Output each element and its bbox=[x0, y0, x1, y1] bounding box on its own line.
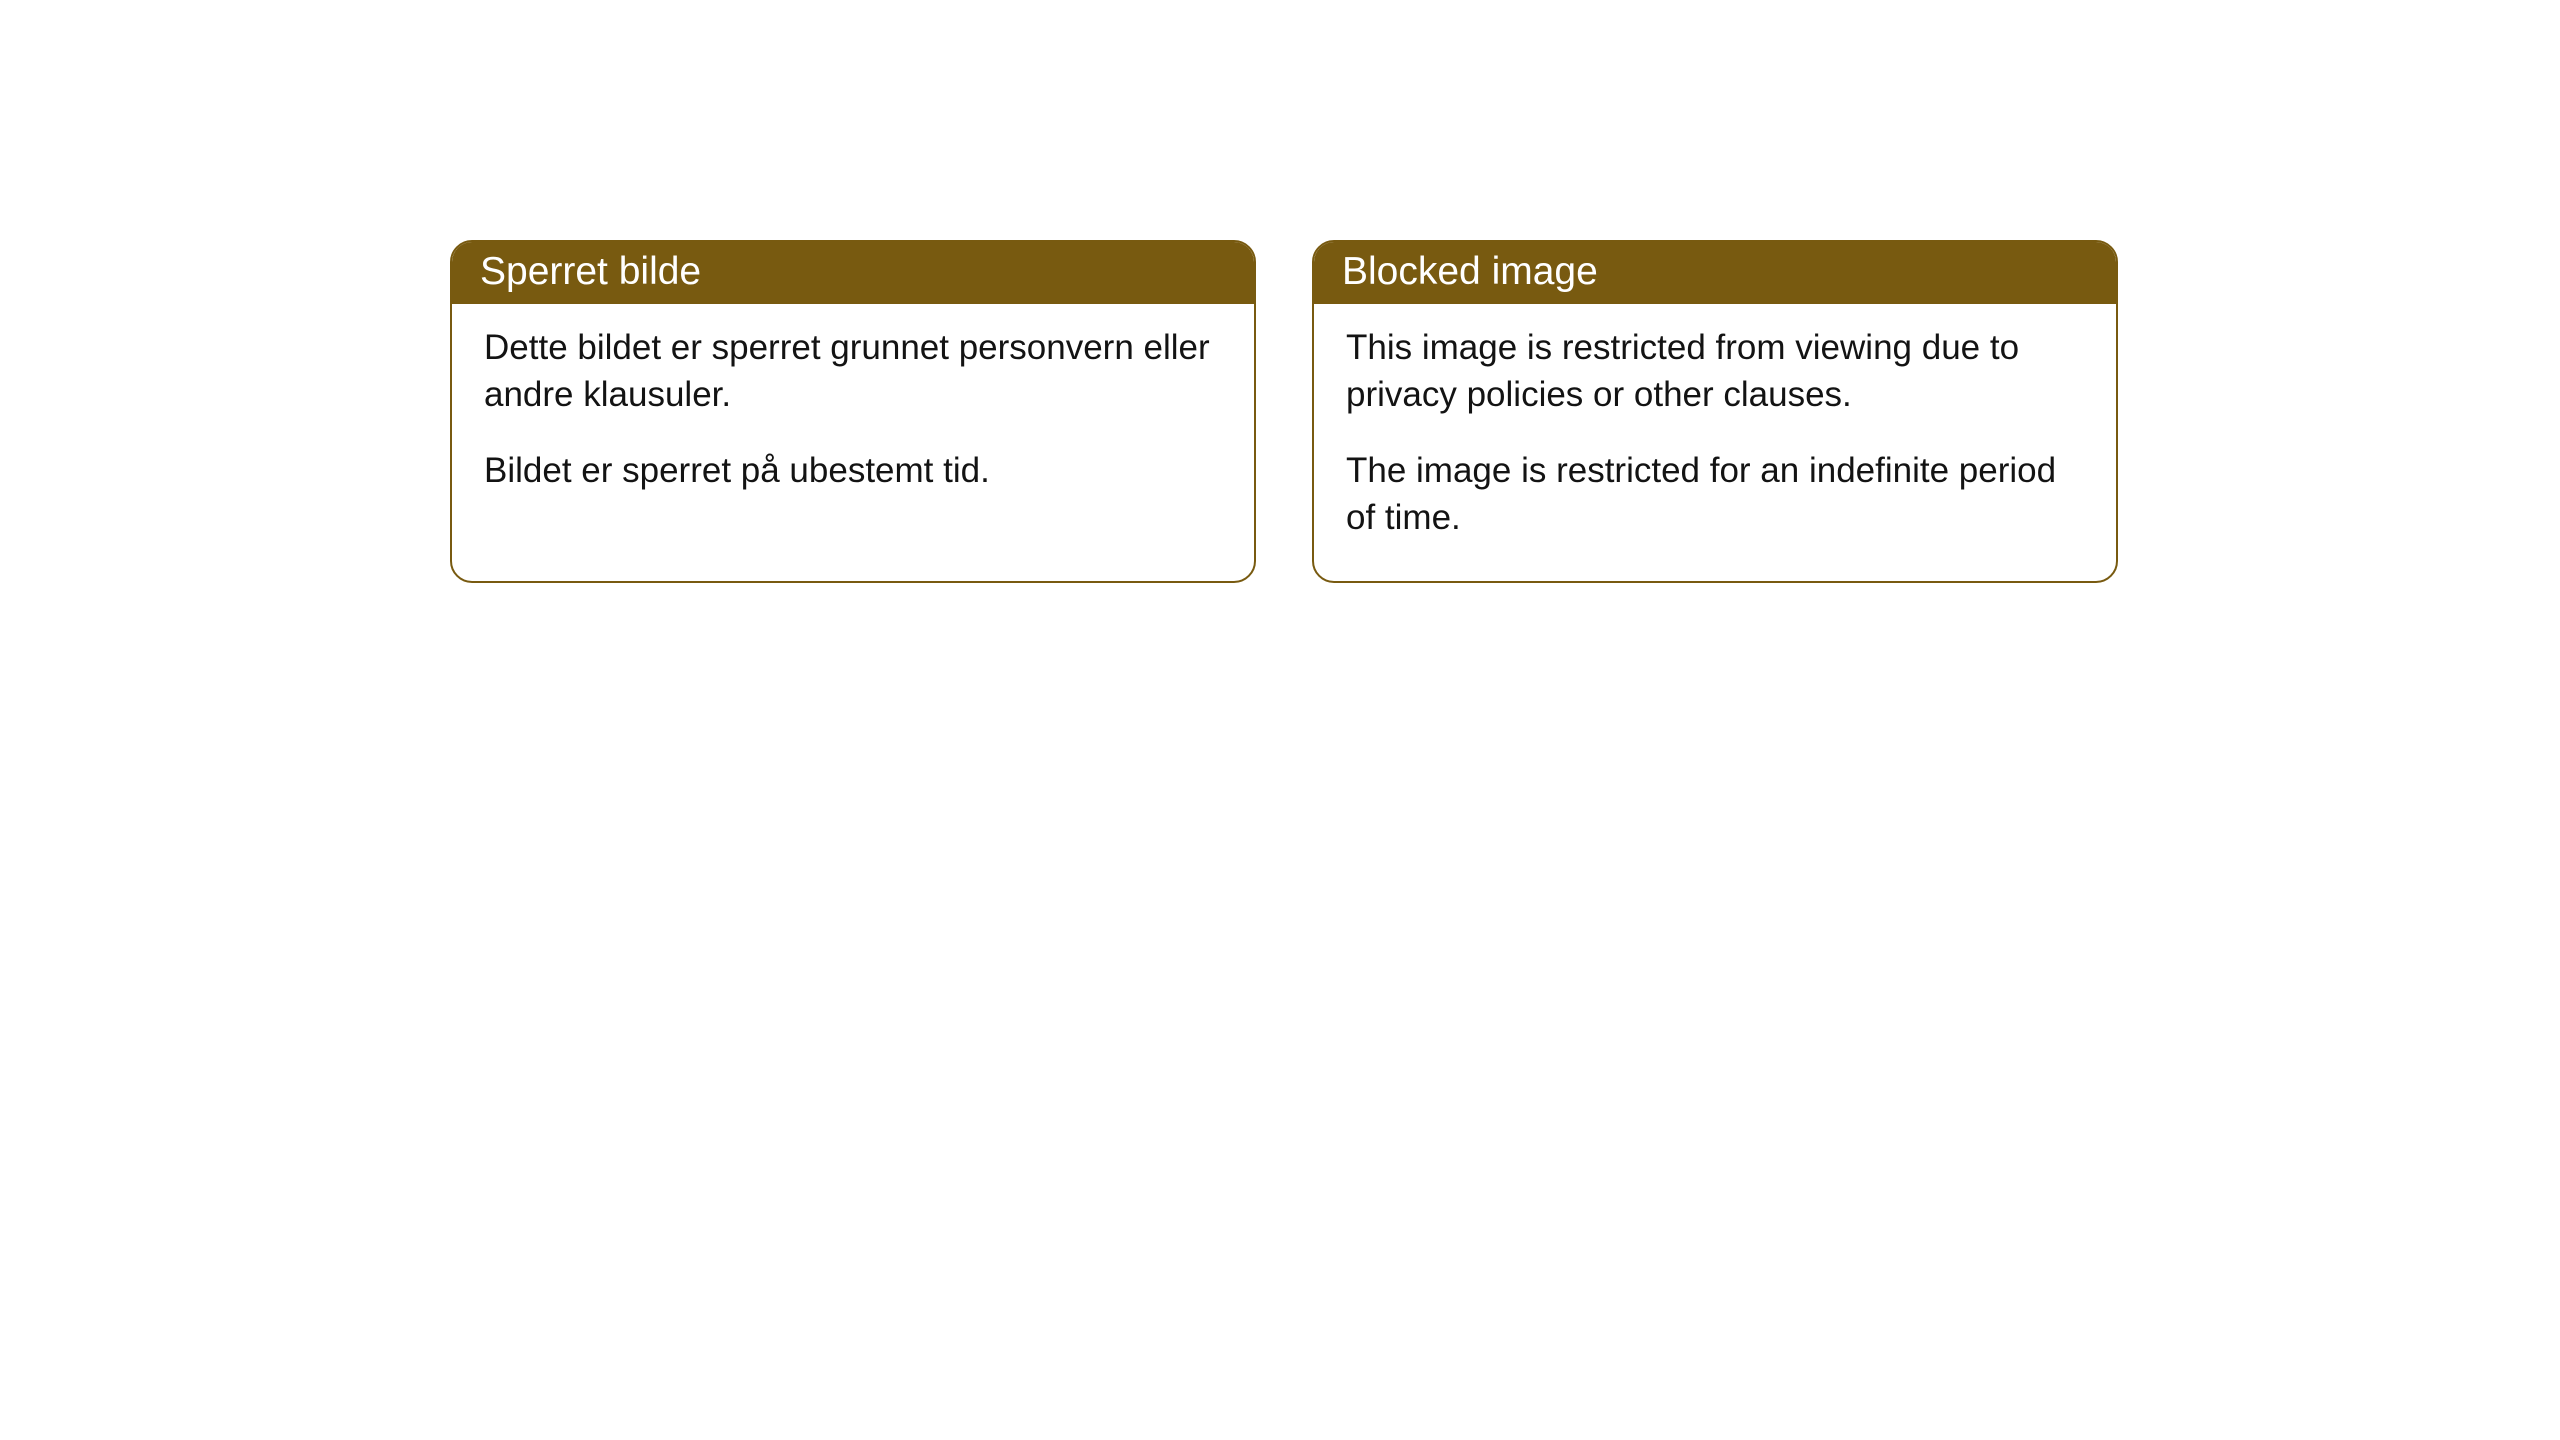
card-body-en: This image is restricted from viewing du… bbox=[1314, 304, 2116, 581]
card-para1-no: Dette bildet er sperret grunnet personve… bbox=[484, 324, 1222, 419]
card-para1-en: This image is restricted from viewing du… bbox=[1346, 324, 2084, 419]
card-para2-en: The image is restricted for an indefinit… bbox=[1346, 447, 2084, 542]
blocked-image-card-no: Sperret bilde Dette bildet er sperret gr… bbox=[450, 240, 1256, 583]
card-para2-no: Bildet er sperret på ubestemt tid. bbox=[484, 447, 1222, 494]
card-body-no: Dette bildet er sperret grunnet personve… bbox=[452, 304, 1254, 534]
card-title-no: Sperret bilde bbox=[452, 242, 1254, 304]
notice-cards-container: Sperret bilde Dette bildet er sperret gr… bbox=[0, 0, 2560, 583]
card-title-en: Blocked image bbox=[1314, 242, 2116, 304]
blocked-image-card-en: Blocked image This image is restricted f… bbox=[1312, 240, 2118, 583]
